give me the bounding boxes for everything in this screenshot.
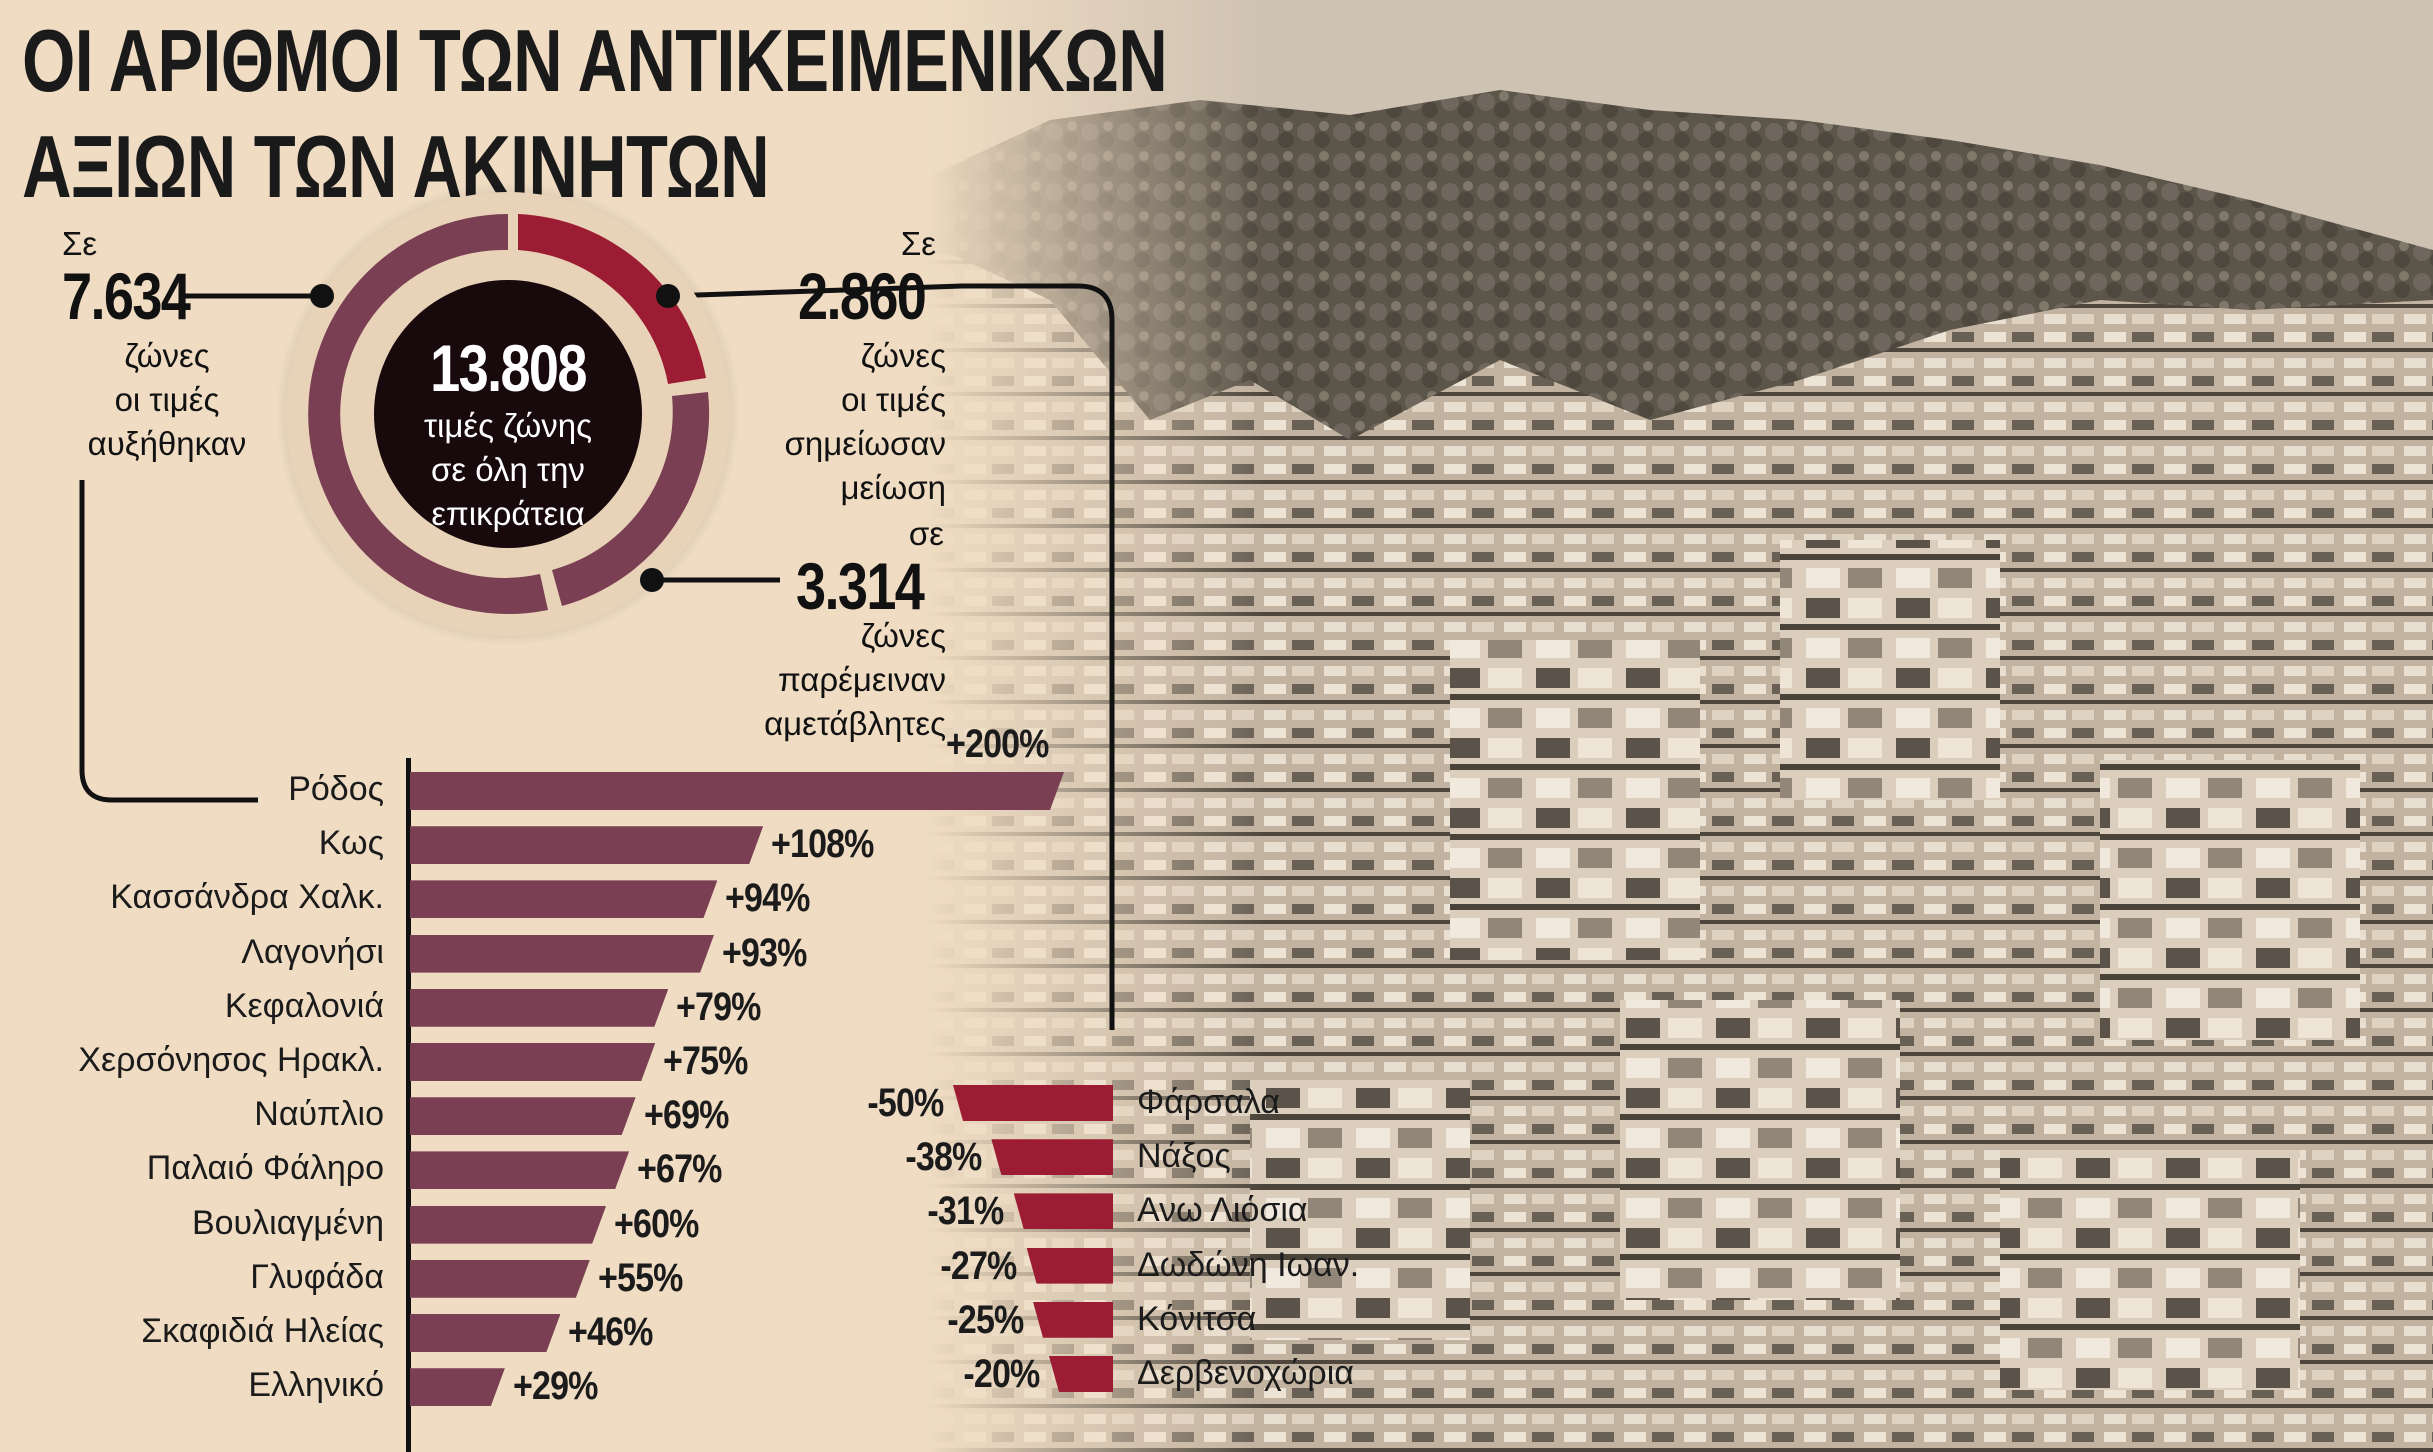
positive-bar	[410, 1043, 655, 1081]
positive-value-label: +46%	[568, 1310, 653, 1354]
negative-category-label: Νάξος	[1137, 1137, 1231, 1176]
positive-bar	[410, 935, 714, 973]
positive-category-label: Ρόδος	[288, 770, 384, 808]
title-line-1: ΟΙ ΑΡΙΘΜΟΙ ΤΩΝ ΑΝΤΙΚΕΙΜΕΝΙΚΩΝ	[22, 11, 1168, 110]
positive-value-label: +69%	[643, 1093, 729, 1138]
total-value: 13.808	[430, 331, 587, 405]
positive-bar	[410, 772, 1064, 810]
total-line-3: επικράτεια	[431, 495, 585, 532]
positive-bar	[410, 1260, 590, 1298]
decreased-line-4: μείωση	[840, 469, 946, 506]
positive-value-label: +200%	[946, 722, 1049, 766]
negative-category-label: Δερβενοχώρια	[1137, 1354, 1354, 1392]
unchanged-desc: ζώνες παρέμειναν αμετάβλητες	[700, 614, 946, 746]
negative-value-label: -38%	[905, 1135, 982, 1180]
positive-bar	[410, 989, 668, 1027]
positive-bar	[410, 1206, 606, 1244]
positive-bar	[410, 826, 763, 864]
negative-bar	[1013, 1193, 1113, 1230]
increased-label: Σε	[62, 222, 97, 266]
negative-value-label: -27%	[940, 1243, 1018, 1288]
positive-value-label: +108%	[771, 822, 874, 867]
unchanged-line-3: αμετάβλητες	[764, 705, 946, 742]
decreased-pre: Σε	[900, 225, 936, 262]
title-line-2: ΑΞΙΩΝ ΤΩΝ ΑΚΙΝΗΤΩΝ	[22, 117, 770, 216]
positive-bar	[410, 1314, 560, 1352]
decreased-line-3: σημείωσαν	[784, 425, 947, 462]
positive-category-label: Παλαιό Φάληρο	[146, 1149, 384, 1188]
negative-bar	[953, 1085, 1113, 1121]
positive-bar	[410, 1151, 629, 1189]
negative-value-label: -50%	[867, 1081, 944, 1125]
positive-value-label: +75%	[663, 1039, 748, 1083]
decreased-line-2: οι τιμές	[841, 381, 946, 418]
negative-bar	[991, 1139, 1113, 1176]
positive-category-label: Ελληνικό	[248, 1366, 384, 1405]
positive-category-label: Ναύπλιο	[254, 1095, 384, 1134]
positive-value-label: +79%	[676, 984, 761, 1029]
negative-category-label: Φάρσαλα	[1137, 1083, 1280, 1121]
positive-bar	[410, 880, 717, 918]
connector-increased-down	[79, 480, 258, 803]
increased-line-2: οι τιμές	[114, 381, 220, 418]
positive-category-label: Χερσόνησος Ηρακλ.	[78, 1041, 384, 1079]
negative-bar	[1026, 1247, 1113, 1284]
negative-category-label: Κόνιτσα	[1137, 1299, 1257, 1338]
donut-segment-unchanged	[552, 392, 710, 606]
increased-line-3: αυξήθηκαν	[87, 425, 247, 462]
decreased-desc: ζώνες οι τιμές σημείωσαν μείωση	[740, 334, 947, 510]
total-line-2: σε όλη την	[431, 451, 585, 488]
positive-value-label: +67%	[637, 1147, 722, 1192]
negative-bar	[1049, 1356, 1113, 1392]
unchanged-line-2: παρέμειναν	[778, 661, 946, 698]
decreased-label: Σε	[700, 222, 936, 266]
donut-center: 13.808 τιμές ζώνης σε όλη την επικράτεια	[374, 330, 642, 536]
decreased-value: 2.860	[798, 259, 927, 333]
negative-category-label: Ανω Λιόσια	[1137, 1191, 1308, 1230]
negative-value-label: -20%	[963, 1352, 1040, 1396]
positive-bar	[410, 1368, 505, 1406]
donut-segment-increased	[308, 214, 548, 614]
positive-value-label: +29%	[512, 1364, 598, 1409]
donut-segment-decreased	[518, 214, 706, 384]
positive-category-label: Κως	[318, 824, 384, 863]
positive-category-label: Σκαφιδιά Ηλείας	[141, 1312, 384, 1350]
positive-bar	[410, 1097, 636, 1135]
increased-desc: ζώνες οι τιμές αυξήθηκαν	[62, 334, 272, 466]
negative-bar	[1033, 1301, 1113, 1338]
unchanged-pre: σε	[908, 515, 944, 552]
decreased-line-1: ζώνες	[860, 337, 946, 374]
unchanged-label: σε	[820, 512, 944, 556]
total-line-1: τιμές ζώνης	[423, 407, 593, 444]
increased-line-1: ζώνες	[124, 337, 210, 374]
increased-pre: Σε	[62, 225, 98, 262]
positive-category-label: Κεφαλονιά	[224, 986, 384, 1025]
negative-value-label: -31%	[927, 1189, 1005, 1234]
negative-category-label: Δωδώνη Ιωαν.	[1137, 1245, 1360, 1284]
positive-value-label: +94%	[725, 876, 810, 921]
positive-category-label: Λαγονήσι	[241, 932, 384, 971]
positive-category-label: Κασσάνδρα Χαλκ.	[110, 878, 384, 917]
positive-value-label: +60%	[614, 1201, 699, 1246]
positive-value-label: +55%	[597, 1255, 683, 1300]
connector-decreased	[667, 283, 1115, 1030]
negative-value-label: -25%	[947, 1297, 1024, 1342]
positive-category-label: Γλυφάδα	[250, 1257, 384, 1296]
page-title: ΟΙ ΑΡΙΘΜΟΙ ΤΩΝ ΑΝΤΙΚΕΙΜΕΝΙΚΩΝ ΑΞΙΩΝ ΤΩΝ …	[22, 8, 1168, 220]
positive-axis-line	[406, 758, 411, 1452]
positive-value-label: +93%	[722, 930, 807, 975]
increased-value: 7.634	[62, 259, 191, 333]
unchanged-line-1: ζώνες	[860, 617, 946, 654]
positive-category-label: Βουλιαγμένη	[191, 1203, 384, 1242]
unchanged-value: 3.314	[796, 549, 925, 623]
